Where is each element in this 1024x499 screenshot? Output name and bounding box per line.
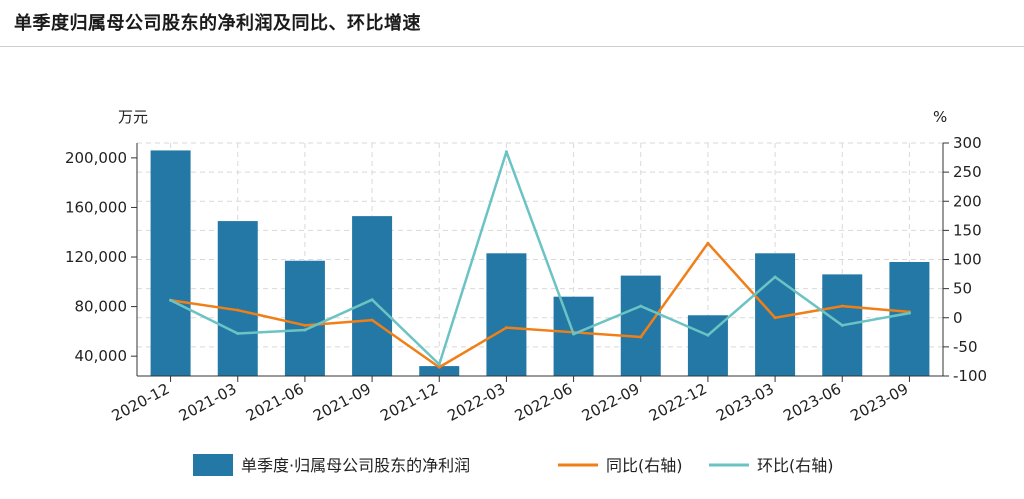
grid (137, 142, 943, 376)
x-tick-label: 2021-06 (243, 380, 307, 425)
series-point (169, 298, 173, 302)
x-tick-label: 2022-03 (444, 380, 508, 425)
series-point (303, 328, 307, 332)
right-tick-label: 50 (953, 280, 972, 298)
right-tick-label: -50 (953, 338, 978, 356)
series-point (639, 335, 643, 339)
x-tick-label: 2023-03 (713, 380, 777, 425)
series-point (236, 331, 240, 335)
series-point (572, 332, 576, 336)
series-point (236, 308, 240, 312)
series-point (504, 326, 508, 330)
right-tick-label: -100 (953, 367, 987, 385)
series-point (773, 275, 777, 279)
series-point (773, 316, 777, 320)
series-point (639, 304, 643, 308)
bar (419, 366, 460, 376)
right-tick-label: 250 (953, 163, 982, 181)
x-tick-label: 2023-06 (780, 380, 844, 425)
series-point (706, 241, 710, 245)
x-tick-label: 2021-09 (310, 380, 374, 425)
x-tick-label: 2020-12 (109, 380, 173, 425)
legend: 单季度·归属母公司股东的净利润 同比(右轴) 环比(右轴) (193, 454, 834, 476)
left-tick-label: 200,000 (65, 149, 127, 167)
series-point (840, 304, 844, 308)
bar (486, 253, 527, 376)
legend-label-yoy: 同比(右轴) (606, 456, 683, 475)
chart-title: 单季度归属母公司股东的净利润及同比、环比增速 (14, 13, 421, 34)
series-point (437, 365, 441, 369)
series-point (303, 323, 307, 327)
bar (352, 216, 393, 376)
lines (169, 150, 911, 369)
bar (687, 315, 728, 376)
series-point (370, 298, 374, 302)
series-point (706, 333, 710, 337)
bar (217, 221, 258, 376)
legend-swatch-bar (193, 454, 233, 476)
x-tick-label: 2021-12 (377, 380, 441, 425)
series-line (170, 150, 910, 366)
bar (284, 260, 325, 376)
bar (620, 275, 661, 376)
x-tick-label: 2021-03 (176, 380, 240, 425)
left-tick-label: 40,000 (75, 347, 128, 365)
bars (150, 150, 930, 376)
right-axis-unit: % (933, 108, 947, 126)
right-tick-label: 150 (953, 221, 982, 239)
right-tick-label: 300 (953, 134, 982, 152)
x-tick-label: 2022-12 (646, 380, 710, 425)
left-axis-unit: 万元 (118, 108, 148, 126)
left-tick-label: 120,000 (65, 248, 127, 266)
bar (150, 150, 191, 376)
series-point (437, 362, 441, 366)
bar (553, 296, 594, 376)
bar (889, 261, 930, 376)
legend-label-bar: 单季度·归属母公司股东的净利润 (241, 456, 470, 475)
right-tick-label: 100 (953, 251, 982, 269)
series-point (907, 311, 911, 315)
left-tick-label: 160,000 (65, 198, 127, 216)
series-point (370, 318, 374, 322)
left-tick-label: 80,000 (75, 298, 128, 316)
x-tick-label: 2022-09 (579, 380, 643, 425)
legend-label-qoq: 环比(右轴) (757, 456, 834, 475)
x-tick-label: 2022-06 (512, 380, 576, 425)
right-tick-label: 200 (953, 192, 982, 210)
series-line (170, 241, 910, 369)
series-point (504, 150, 508, 154)
title-bar: 单季度归属母公司股东的净利润及同比、环比增速 (0, 0, 1024, 47)
right-tick-label: 0 (953, 309, 963, 327)
series-point (840, 323, 844, 327)
x-tick-label: 2023-09 (847, 380, 911, 425)
